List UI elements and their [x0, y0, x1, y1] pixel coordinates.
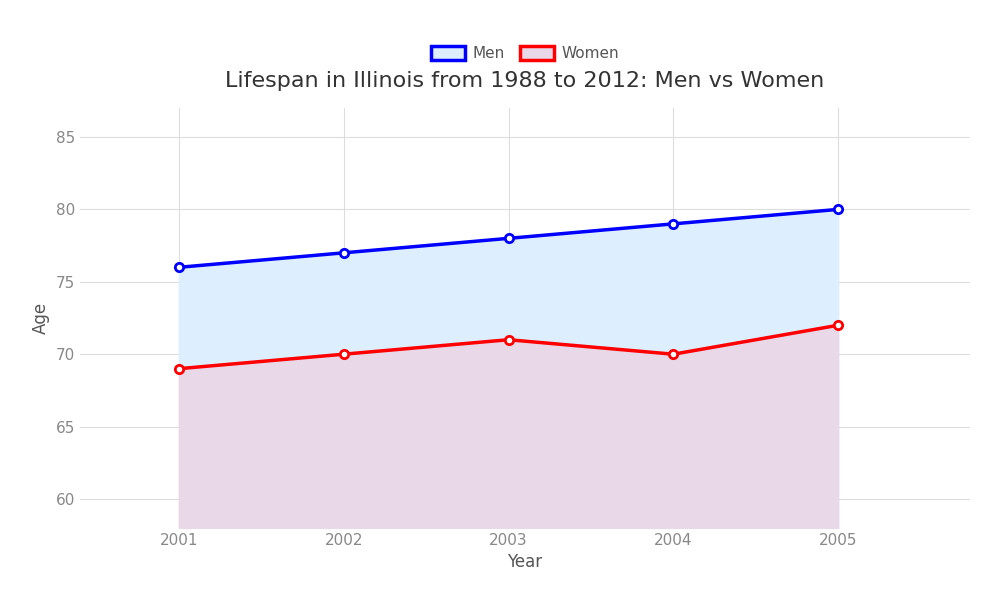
Y-axis label: Age: Age: [32, 302, 50, 334]
Legend: Men, Women: Men, Women: [425, 40, 625, 67]
X-axis label: Year: Year: [507, 553, 543, 571]
Title: Lifespan in Illinois from 1988 to 2012: Men vs Women: Lifespan in Illinois from 1988 to 2012: …: [225, 71, 825, 91]
